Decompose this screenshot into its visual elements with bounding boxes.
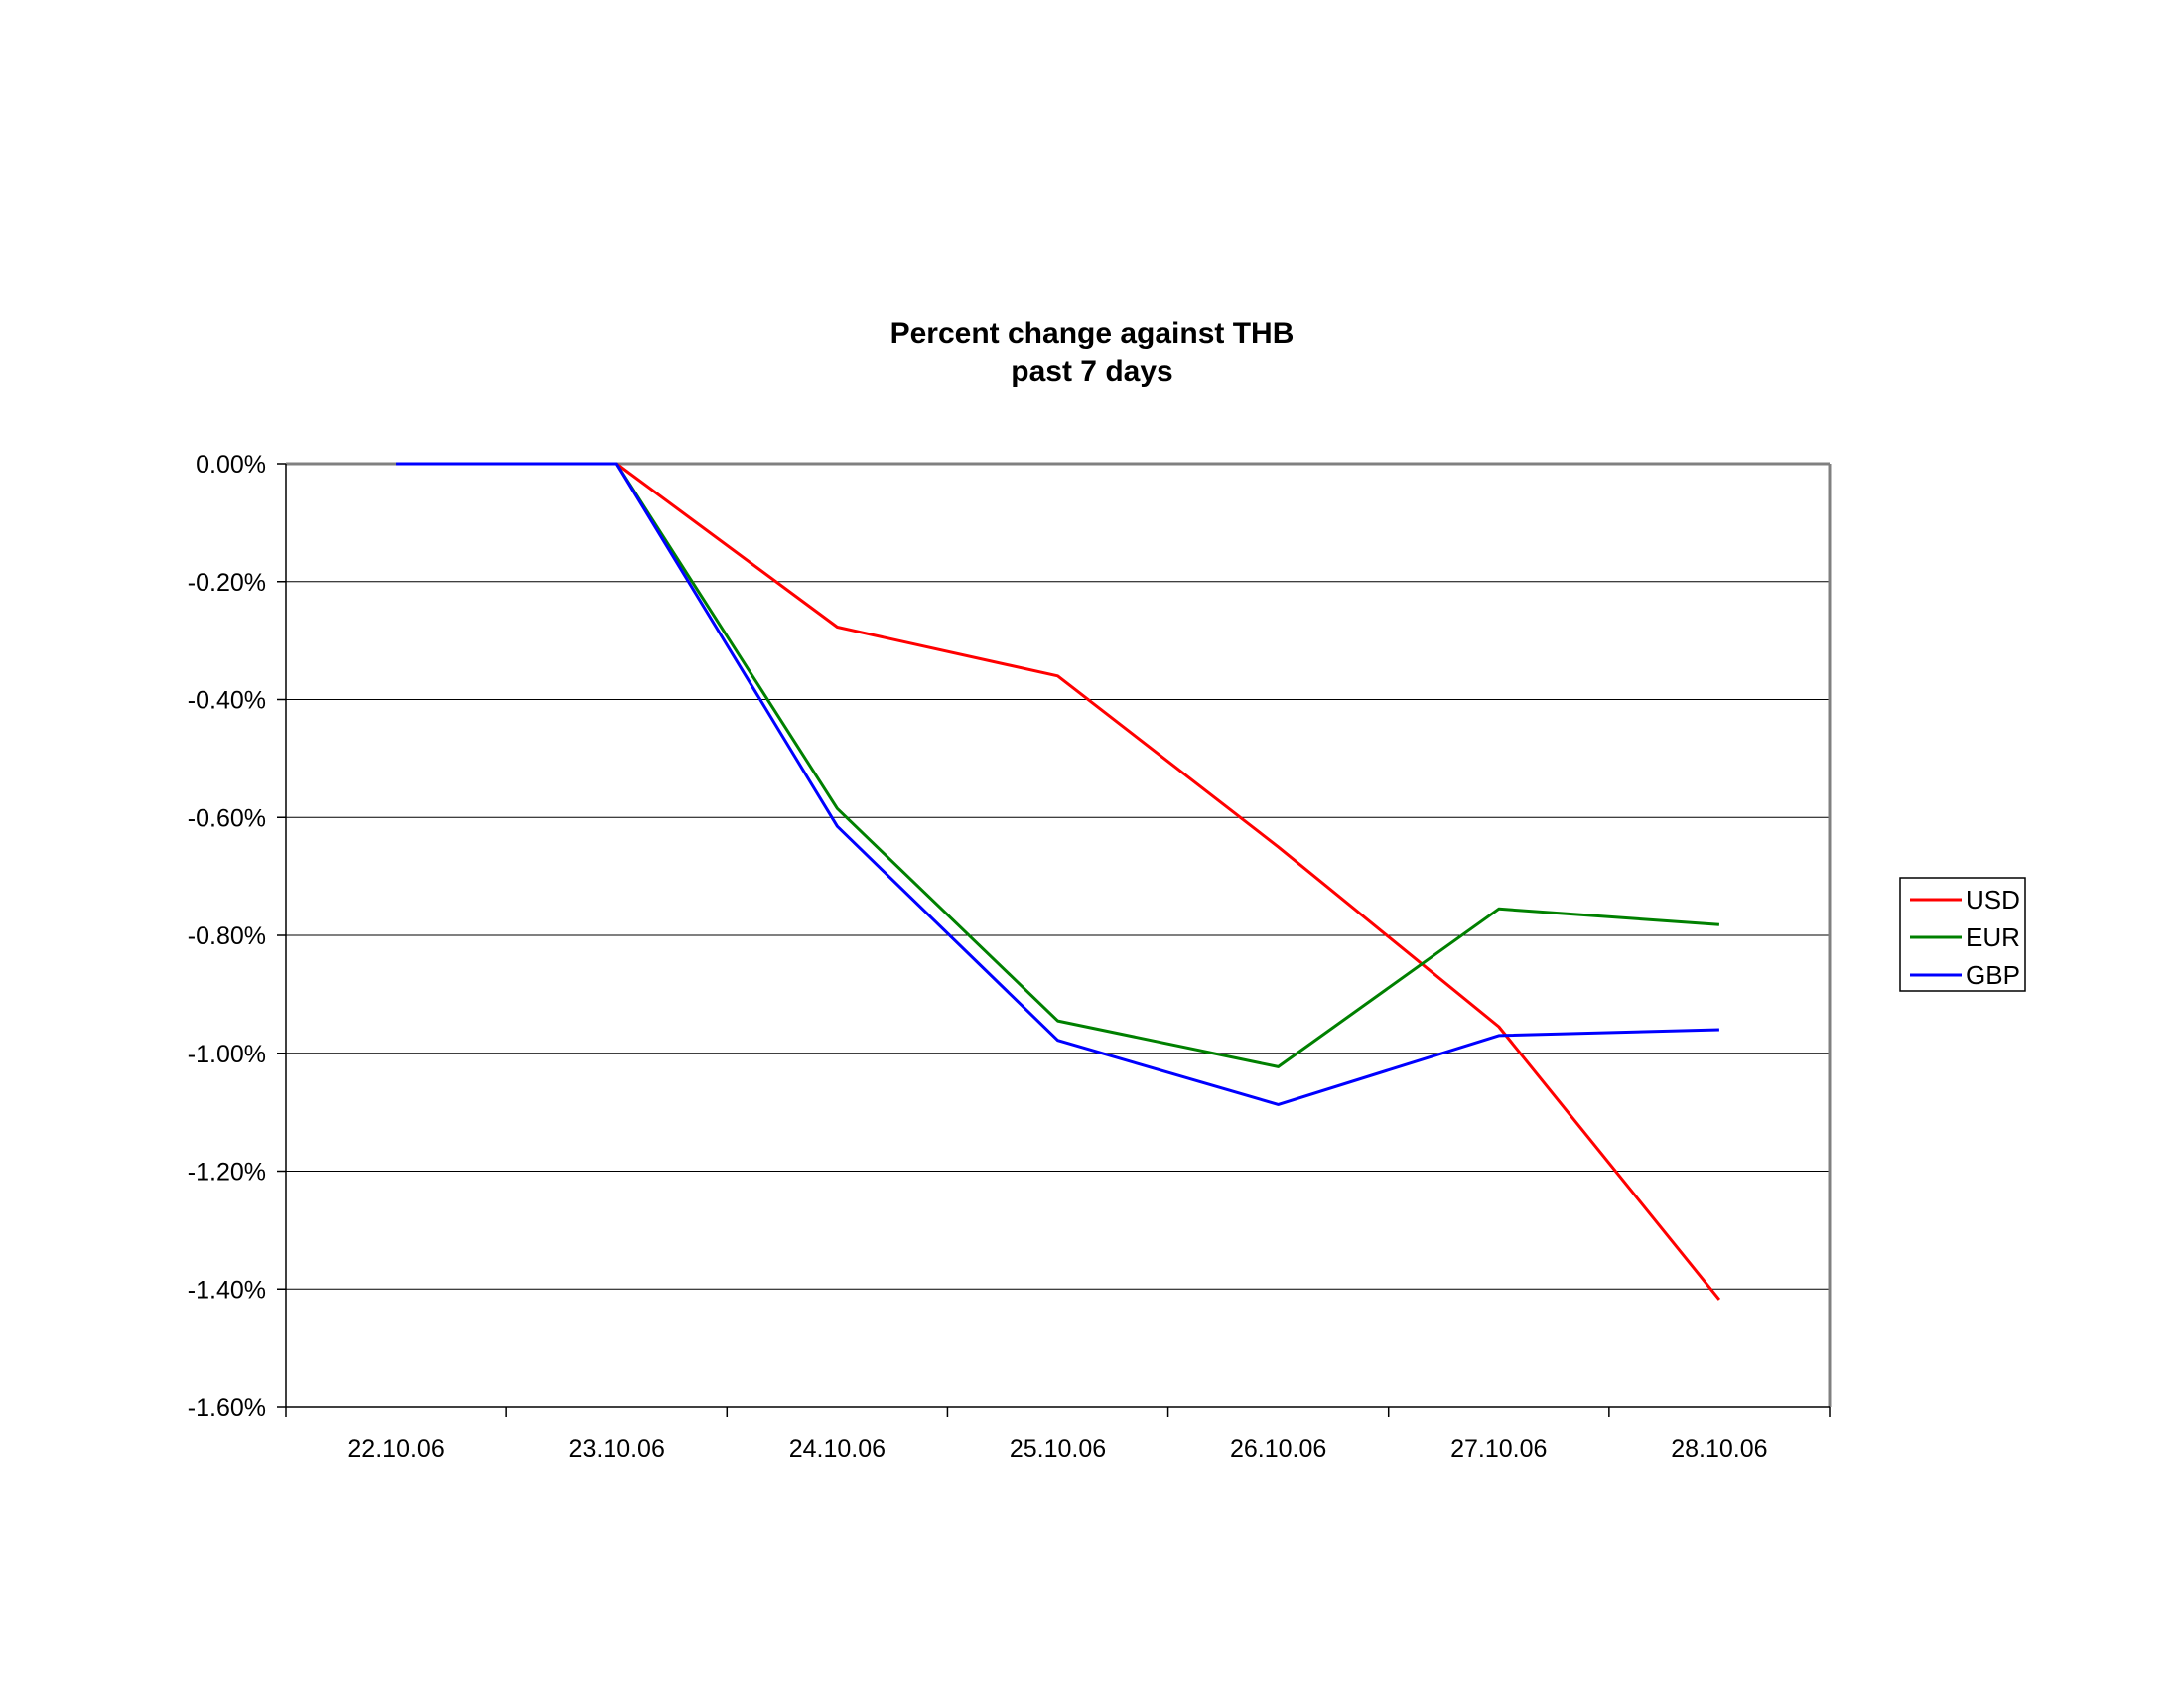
y-tick-label: -1.20% bbox=[188, 1159, 266, 1187]
legend-label-eur: EUR bbox=[1966, 922, 2020, 952]
x-tick-label: 24.10.06 bbox=[789, 1435, 886, 1463]
x-tick-label: 25.10.06 bbox=[1010, 1435, 1106, 1463]
legend-label-gbp: GBP bbox=[1966, 960, 2020, 990]
gridlines bbox=[286, 581, 1830, 1290]
y-tick-label: 0.00% bbox=[196, 451, 266, 479]
y-tick-label: -1.60% bbox=[188, 1394, 266, 1422]
legend-box bbox=[1899, 877, 2026, 992]
x-tick-label: 28.10.06 bbox=[1671, 1435, 1767, 1463]
x-tick-label: 27.10.06 bbox=[1450, 1435, 1547, 1463]
series-lines bbox=[396, 462, 1721, 1301]
y-tick-label: -0.20% bbox=[188, 569, 266, 597]
y-tick-label: -0.80% bbox=[188, 922, 266, 950]
legend: USD EUR GBP bbox=[1899, 877, 2026, 992]
y-tick-label: -0.40% bbox=[188, 687, 266, 715]
x-tick-label: 23.10.06 bbox=[569, 1435, 665, 1463]
y-tick-label: -0.60% bbox=[188, 804, 266, 832]
y-tick-label: -1.00% bbox=[188, 1041, 266, 1068]
legend-items: USD EUR GBP bbox=[1910, 885, 2020, 990]
y-axis-ticks: 0.00% -0.20% -0.40% -0.60% -0.80% -1.00% -1.20… bbox=[188, 451, 286, 1422]
x-tick-label: 22.10.06 bbox=[347, 1435, 444, 1463]
x-tick-label: 26.10.06 bbox=[1230, 1435, 1326, 1463]
series-line-gbp bbox=[396, 462, 1719, 1106]
chart-subtitle: past 7 days bbox=[1011, 355, 1172, 388]
legend-label-usd: USD bbox=[1966, 885, 2020, 914]
y-tick-label: -1.40% bbox=[188, 1276, 266, 1304]
x-axis-ticks: 22.10.06 23.10.06 24.10.06 25.10.06 26.10.06… bbox=[285, 1407, 1831, 1463]
chart-title: Percent change against THB bbox=[890, 317, 1295, 350]
